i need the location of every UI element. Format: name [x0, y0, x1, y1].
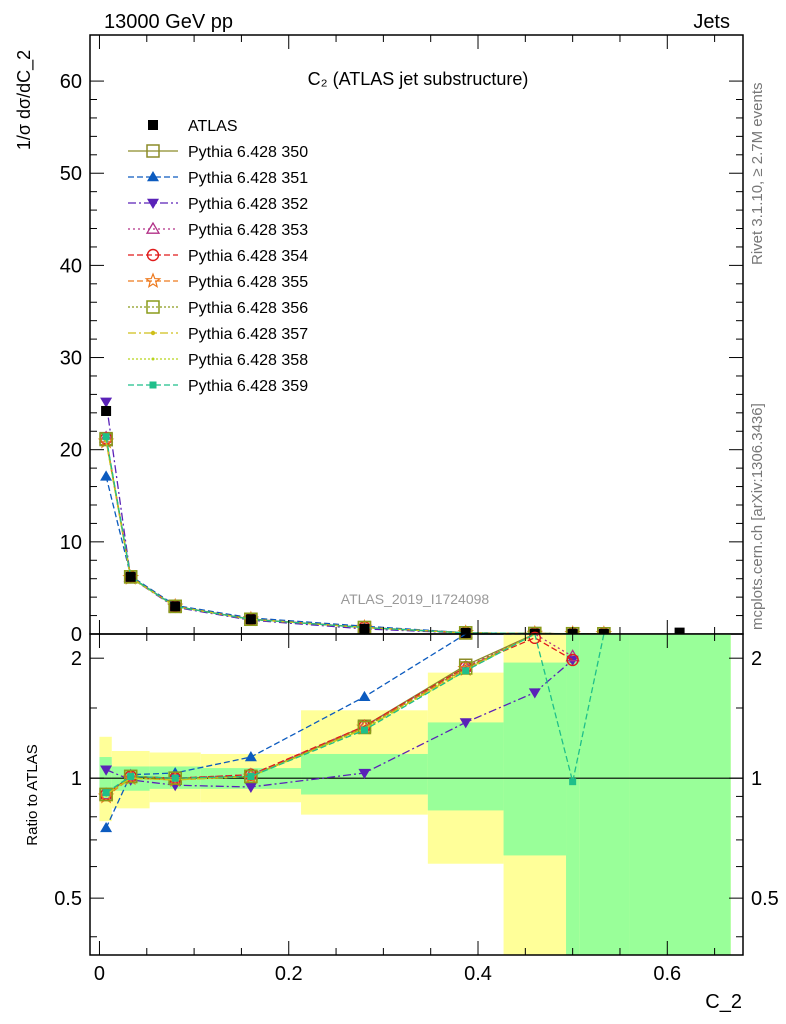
ratio-ytick-label-right-1: 1: [751, 768, 762, 790]
ratio-point-9-7: [569, 778, 577, 786]
ratio-point-6-0: [99, 787, 113, 802]
ratio-point-1-4: [358, 690, 371, 702]
ratio-axes: 0.5 0.5 1 1 2 2 0 0.2 0.4 0.6: [54, 634, 779, 985]
main-point-6-1: [123, 570, 138, 584]
legend-marker-4: [146, 248, 160, 262]
ratio-point-9-5: [462, 667, 470, 675]
legend-label-3: Pythia 6.428 353: [188, 222, 308, 239]
ratio-ytick-label-right-2: 2: [751, 648, 762, 670]
atlas-point-2: [170, 601, 181, 612]
energy-label: 13000 GeV pp: [104, 11, 233, 33]
legend-label-9: Pythia 6.428 359: [188, 378, 308, 395]
legend-label-6: Pythia 6.428 356: [188, 300, 308, 317]
legend-label-4: Pythia 6.428 354: [188, 248, 308, 265]
analysis-label: ATLAS_2019_I1724098: [341, 591, 490, 607]
ratio-frame: [89, 633, 744, 956]
ratio-point-6-3: [244, 769, 258, 784]
ratio-axis-label: Ratio to ATLAS: [24, 744, 41, 845]
x-tick-label-3: 0.6: [653, 963, 681, 985]
ratio-point-9-4: [360, 726, 368, 734]
ratio-data-layer: [90, 631, 743, 955]
ratio-point-9-3: [247, 772, 255, 780]
plot-title: C₂ (ATLAS jet substructure): [308, 69, 529, 89]
band-inner-7: [566, 634, 580, 955]
main-axes: 0 10 20 30 40 50 60: [60, 35, 743, 646]
legend-marker-1: [147, 171, 159, 182]
atlas-point-4: [359, 623, 370, 634]
main-point-2-0: [100, 397, 113, 408]
atlas-point-5: [460, 627, 471, 638]
legend-marker-0: [146, 144, 160, 158]
legend-label-5: Pythia 6.428 355: [188, 274, 308, 291]
legend-marker-8: [151, 357, 155, 361]
main-ytick-label-5: 50: [60, 163, 82, 185]
x-tick-label-2: 0.4: [464, 963, 492, 985]
legend-label-2: Pythia 6.428 352: [188, 196, 308, 213]
main-line-8: [105, 440, 604, 635]
legend-marker-9: [149, 381, 157, 389]
x-axis-label: C_2: [705, 991, 742, 1013]
legend-marker-5: [144, 272, 162, 289]
ratio-point-5-0: [97, 787, 115, 804]
ratio-point-1-0: [100, 821, 113, 833]
legend-atlas-marker: [148, 120, 158, 130]
ratio-ytick-label-0: 0.5: [54, 888, 82, 910]
legend-label-7: Pythia 6.428 357: [188, 326, 308, 343]
ratio-point-2-6: [528, 688, 541, 699]
main-point-1-0: [100, 470, 113, 481]
legend-marker-6: [146, 300, 160, 314]
ratio-point-9-2: [171, 774, 179, 782]
legend-label-8: Pythia 6.428 358: [188, 352, 308, 369]
x-tick-label-0: 0: [94, 963, 105, 985]
x-tick-label-1: 0.2: [275, 963, 303, 985]
ratio-ytick-label-right-0: 0.5: [751, 888, 779, 910]
ratio-point-2-4: [358, 768, 371, 780]
main-ytick-label-3: 30: [60, 348, 82, 370]
atlas-point-1: [125, 571, 136, 582]
ratio-point-6-1: [123, 769, 138, 784]
legend-label-1: Pythia 6.428 351: [188, 170, 308, 187]
ratio-point-2-5: [459, 718, 472, 729]
legend-marker-2: [147, 198, 159, 209]
ratio-point-4-7: [566, 653, 579, 667]
atlas-point-9: [674, 627, 685, 638]
main-point-5-0: [97, 432, 115, 449]
main-ytick-label-2: 20: [60, 440, 82, 462]
y-axis-label: 1/σ dσ/dC_2: [14, 50, 35, 150]
main-ytick-label-6: 60: [60, 71, 82, 93]
main-ytick-label-1: 10: [60, 532, 82, 554]
main-ytick-label-4: 40: [60, 255, 82, 277]
band-inner-5: [427, 722, 504, 811]
legend-marker-7: [150, 330, 156, 336]
ratio-point-2-0: [100, 765, 113, 776]
atlas-point-3: [245, 614, 256, 625]
ratio-ytick-label-1: 1: [71, 768, 82, 790]
ratio-line-2: [105, 659, 574, 788]
rivet-label: Rivet 3.1.10, ≥ 2.7M events: [749, 83, 766, 266]
mcplots-label: mcplots.cern.ch [arXiv:1306.3436]: [749, 403, 766, 630]
ratio-panel: 0.5 0.5 1 1 2 2 0 0.2 0.4 0.6 Ratio to ATLAS C_2: [24, 631, 779, 1013]
legend-atlas-label: ATLAS: [188, 118, 238, 135]
ratio-point-4-6: [528, 631, 541, 645]
main-point-6-2: [168, 599, 182, 614]
ratio-point-9-1: [127, 772, 135, 780]
ratio-point-2-3: [244, 782, 257, 794]
legend-label-0: Pythia 6.428 350: [188, 144, 308, 161]
main-panel: 0 10 20 30 40 50 60 C₂ (ATLAS jet substructure…: [14, 34, 744, 646]
process-label: Jets: [693, 11, 730, 33]
main-ytick-label-0: 0: [71, 624, 82, 646]
band-inner-9: [629, 634, 731, 955]
legend-marker-3: [145, 221, 161, 234]
legend: ATLAS Pythia 6.428 350 Pythia 6.428 351 Pyt…: [128, 118, 308, 395]
ratio-point-1-3: [244, 751, 257, 762]
ratio-point-9-0: [102, 789, 110, 797]
main-point-9-0: [102, 433, 110, 441]
band-inner-8: [579, 634, 630, 955]
ratio-point-5-1: [122, 769, 139, 786]
atlas-point-0: [101, 405, 112, 416]
ratio-ytick-label-2: 2: [71, 648, 82, 670]
